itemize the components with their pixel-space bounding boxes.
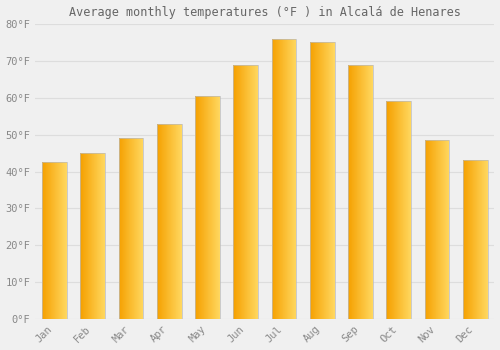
Bar <box>424 140 450 319</box>
Bar <box>386 102 411 319</box>
Bar <box>42 162 67 319</box>
Title: Average monthly temperatures (°F ) in Alcalá de Henares: Average monthly temperatures (°F ) in Al… <box>69 6 461 19</box>
Bar <box>157 124 182 319</box>
Bar <box>348 64 373 319</box>
Bar <box>195 96 220 319</box>
Bar <box>234 64 258 319</box>
Bar <box>463 161 488 319</box>
Bar <box>272 38 296 319</box>
Bar <box>310 42 334 319</box>
Bar <box>118 138 144 319</box>
Bar <box>80 153 105 319</box>
